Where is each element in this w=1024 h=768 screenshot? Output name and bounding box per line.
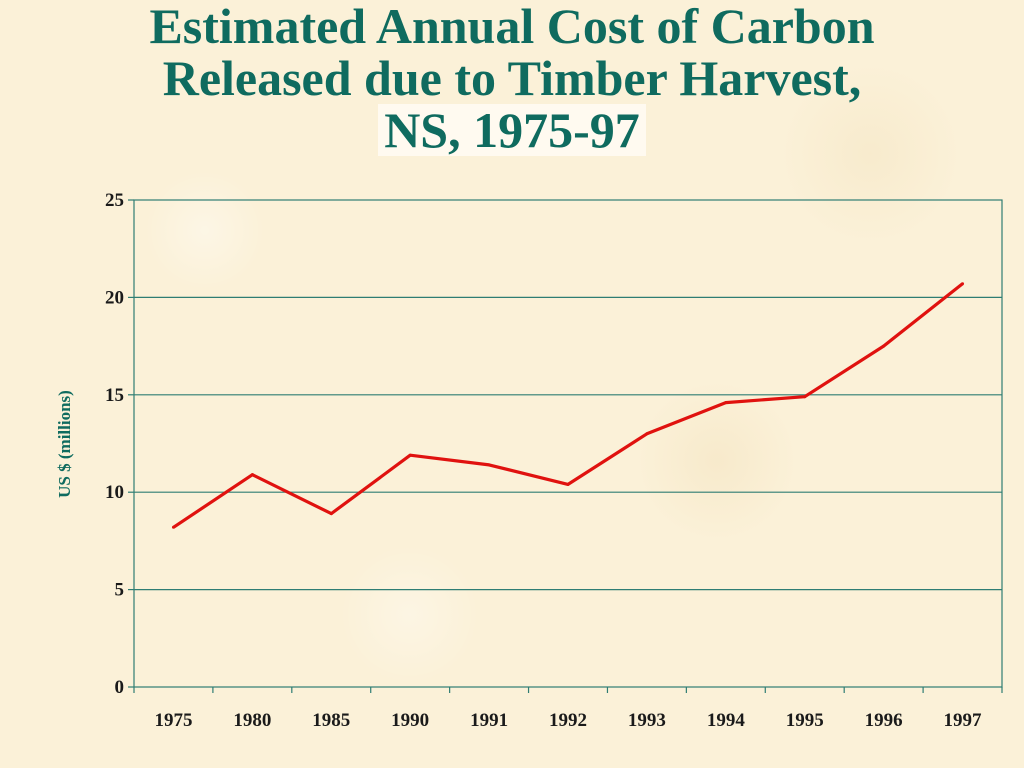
data-point <box>645 432 649 436</box>
y-axis-ticks: 0 5 10 15 20 25 <box>105 190 134 698</box>
x-tick-label: 1990 <box>391 710 429 731</box>
series-line <box>172 282 964 529</box>
series-group <box>171 282 965 529</box>
y-axis-label: US $ (millions) <box>55 390 74 498</box>
y-tick-label: 5 <box>115 580 125 601</box>
y-tick-label: 10 <box>105 482 124 503</box>
data-point <box>803 395 807 399</box>
data-point <box>171 525 175 529</box>
slide-title: Estimated Annual Cost of Carbon Released… <box>0 0 1024 156</box>
x-tick-label: 1985 <box>312 710 350 731</box>
y-tick-label: 25 <box>105 190 124 211</box>
data-point <box>882 344 886 348</box>
x-tick-label: 1975 <box>154 710 192 731</box>
data-point <box>487 463 491 467</box>
plot-area <box>133 199 1003 688</box>
data-point <box>724 401 728 405</box>
x-tick-label: 1997 <box>944 710 983 731</box>
x-tick-label: 1980 <box>233 710 271 731</box>
x-tick-label: 1993 <box>628 710 666 731</box>
title-line-2: Released due to Timber Harvest, <box>162 50 862 106</box>
data-point <box>250 473 254 477</box>
x-tick-label: 1995 <box>786 710 824 731</box>
title-line-3: NS, 1975-97 <box>378 104 646 156</box>
x-tick-label: 1994 <box>707 710 746 731</box>
gridlines <box>134 296 1002 591</box>
data-point <box>408 453 412 457</box>
x-tick-label: 1996 <box>865 710 903 731</box>
data-point <box>329 512 333 516</box>
x-tick-label: 1992 <box>549 710 587 731</box>
data-point <box>961 282 965 286</box>
x-axis-ticks: 1975 1980 1985 1990 1991 1992 1993 1994 1995 1996… <box>133 687 1003 731</box>
y-tick-label: 15 <box>105 385 124 406</box>
data-point <box>566 482 570 486</box>
title-line-1: Estimated Annual Cost of Carbon <box>149 0 875 54</box>
y-tick-label: 0 <box>115 677 125 698</box>
x-tick-label: 1991 <box>470 710 508 731</box>
y-tick-label: 20 <box>105 287 124 308</box>
